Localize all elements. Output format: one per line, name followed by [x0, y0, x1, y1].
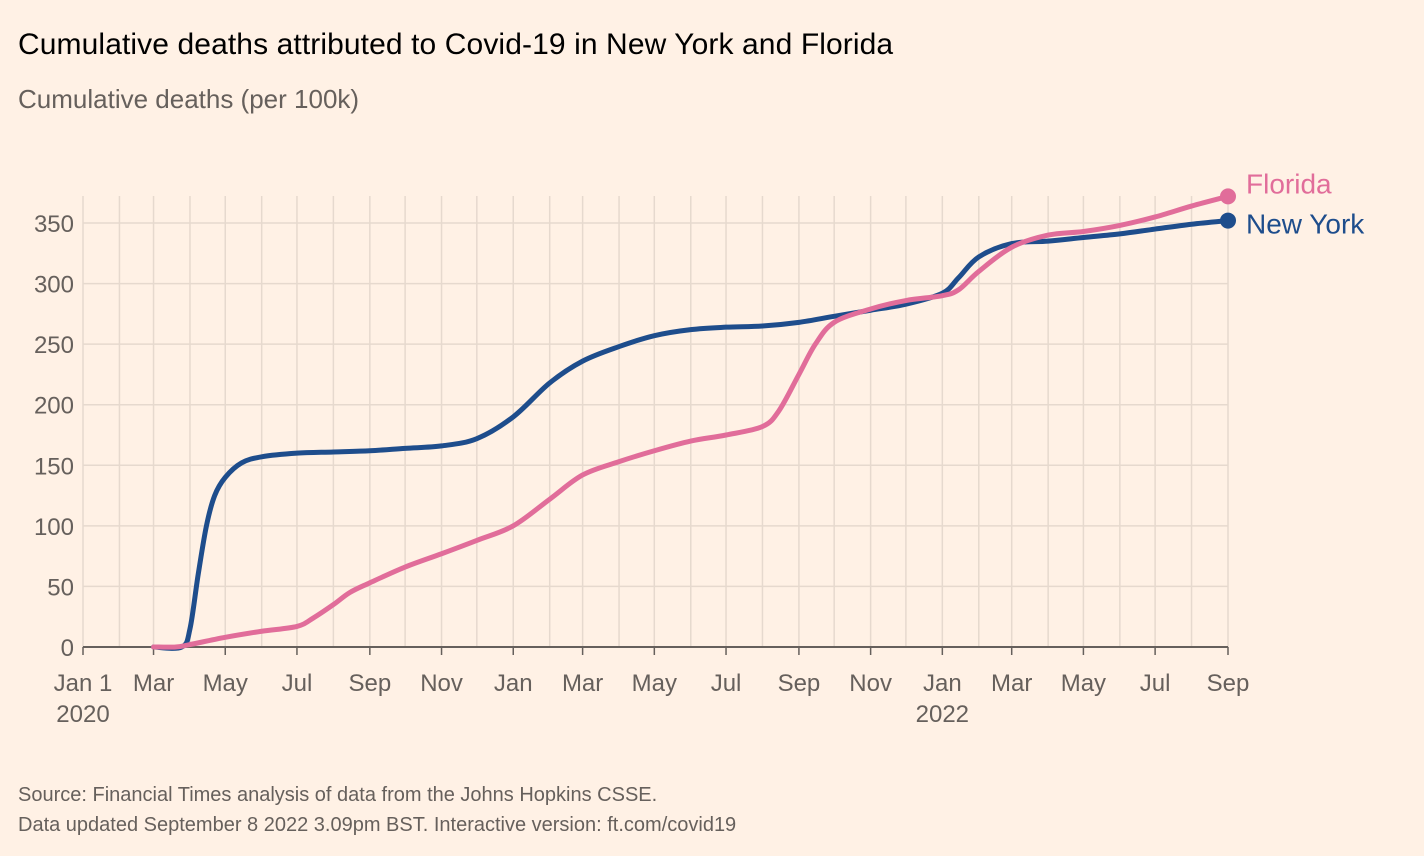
x-tick-label: Sep [348, 670, 391, 697]
x-tick-label: Sep [1207, 670, 1250, 697]
x-tick-label: Jul [1140, 670, 1171, 697]
chart-subtitle: Cumulative deaths (per 100k) [18, 84, 360, 114]
y-tick-label: 250 [34, 332, 74, 359]
source-line-1: Source: Financial Times analysis of data… [18, 784, 658, 806]
x-tick-label: Nov [849, 670, 892, 697]
x-tick-label: Nov [420, 670, 463, 697]
x-tick-label: May [632, 670, 677, 697]
y-tick-label: 0 [61, 635, 74, 662]
series-line-florida [151, 193, 1231, 650]
x-axis-tick-labels: Jan 1 2020 Mar May Jul Sep Nov Jan Mar May Jul Sep N… [54, 647, 1250, 728]
x-tick-label: Jan 1 [54, 670, 113, 697]
series-labels: New York Florida [1246, 168, 1365, 239]
source-line-2: Data updated September 8 2022 3.09pm BST… [18, 814, 737, 836]
series-end-dot-florida [1220, 188, 1236, 205]
x-tick-label: Jan [923, 670, 962, 697]
x-tick-label: Jul [282, 670, 313, 697]
series-line-new-york [151, 218, 1231, 651]
source-note: Source: Financial Times analysis of data… [18, 780, 736, 840]
y-tick-label: 350 [34, 211, 74, 238]
y-tick-label: 50 [47, 574, 74, 601]
series-label-new-york: New York [1246, 209, 1365, 240]
y-tick-label: 100 [34, 514, 74, 541]
series-label-florida: Florida [1246, 168, 1332, 199]
x-tick-label: Sep [778, 670, 821, 697]
y-tick-label: 300 [34, 272, 74, 299]
x-tick-year-label: 2020 [56, 701, 109, 728]
chart-title: Cumulative deaths attributed to Covid-19… [18, 28, 894, 61]
x-tick-label: Jan [494, 670, 533, 697]
x-tick-label: Mar [133, 670, 174, 697]
horizontal-gridlines [83, 222, 1228, 588]
y-tick-label: 150 [34, 453, 74, 480]
x-tick-label: Mar [991, 670, 1032, 697]
vertical-gridlines [82, 196, 1229, 647]
series-lines [151, 188, 1236, 651]
series-end-dot-new-york [1220, 212, 1236, 229]
y-axis-tick-labels: 0 50 100 150 200 250 300 350 [34, 211, 74, 662]
x-tick-label: May [1061, 670, 1106, 697]
x-tick-label: Mar [562, 670, 603, 697]
x-tick-label: May [203, 670, 248, 697]
x-tick-label: Jul [711, 670, 742, 697]
x-tick-year-label: 2022 [916, 701, 969, 728]
y-tick-label: 200 [34, 393, 74, 420]
